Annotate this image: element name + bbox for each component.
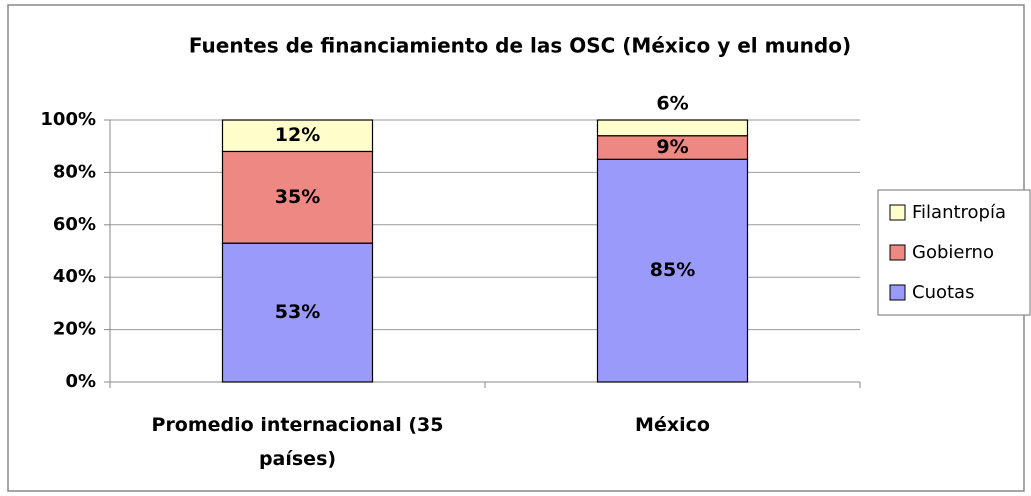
data-label: 9%: [656, 136, 688, 158]
bar-segment: [596, 158, 749, 383]
legend-swatch: [889, 204, 906, 221]
y-tick-label: 60%: [53, 214, 96, 235]
chart-border: [7, 4, 1025, 492]
x-tick-label: México: [635, 414, 710, 436]
bar-segment: [221, 119, 374, 153]
y-tick-label: 100%: [40, 109, 96, 130]
data-label: 6%: [656, 93, 688, 115]
legend-label: Filantropía: [912, 202, 1006, 223]
data-label: 53%: [275, 301, 320, 323]
y-tick-label: 80%: [53, 161, 96, 182]
bar-segment: [596, 119, 749, 137]
bar-segment: [221, 150, 374, 244]
data-label: 35%: [275, 186, 320, 208]
legend-swatch: [889, 284, 906, 301]
bar-segment: [221, 242, 374, 383]
legend-label: Cuotas: [912, 282, 974, 303]
y-tick-label: 40%: [53, 266, 96, 287]
chart-title: Fuentes de financiamiento de las OSC (Mé…: [189, 34, 851, 58]
data-label: 85%: [650, 259, 695, 281]
legend-label: Gobierno: [912, 242, 994, 263]
data-label: 12%: [275, 124, 320, 146]
y-tick-label: 20%: [53, 319, 96, 340]
x-tick-label: Promedio internacional (35 países): [151, 414, 444, 470]
legend-swatch: [889, 244, 906, 261]
y-tick-label: 0%: [65, 371, 96, 392]
